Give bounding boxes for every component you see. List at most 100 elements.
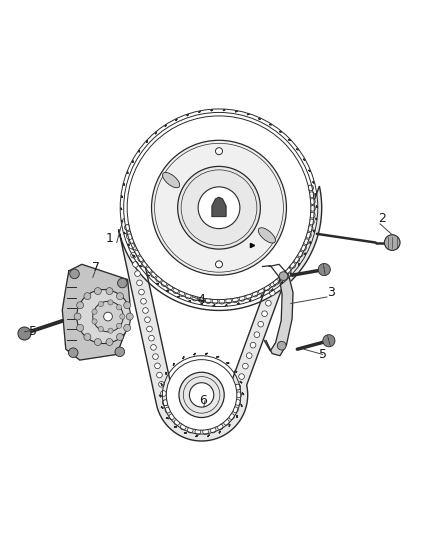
Circle shape [133,262,138,267]
Circle shape [247,353,252,359]
Polygon shape [219,431,220,433]
Text: 7: 7 [92,261,100,274]
Polygon shape [62,264,130,360]
Circle shape [124,302,131,309]
Circle shape [134,250,140,256]
Circle shape [210,427,216,433]
Circle shape [235,400,240,405]
Polygon shape [249,300,251,301]
Circle shape [304,196,310,201]
PathPatch shape [119,186,321,441]
Circle shape [252,291,258,297]
Circle shape [262,311,267,317]
Circle shape [127,231,132,237]
Polygon shape [235,111,237,112]
Circle shape [246,294,251,300]
Circle shape [310,199,315,204]
Circle shape [108,328,113,333]
Circle shape [215,148,223,155]
Circle shape [131,252,136,258]
Polygon shape [315,193,317,196]
Text: 5: 5 [29,325,37,338]
Circle shape [92,319,97,324]
Polygon shape [161,383,162,385]
Text: 2: 2 [378,212,386,225]
Circle shape [104,312,113,321]
Circle shape [174,419,180,425]
Circle shape [310,212,315,218]
Circle shape [236,392,241,398]
Circle shape [138,256,144,262]
Polygon shape [223,110,225,111]
Circle shape [173,288,179,294]
Circle shape [265,301,271,306]
Circle shape [68,348,78,358]
Circle shape [265,285,270,290]
Circle shape [147,326,152,332]
Circle shape [120,314,125,319]
Circle shape [307,185,313,191]
Circle shape [198,187,240,229]
Circle shape [92,309,97,314]
Circle shape [94,288,101,295]
Circle shape [137,280,142,286]
Circle shape [98,302,103,306]
Polygon shape [139,265,141,266]
Polygon shape [121,196,122,198]
Circle shape [141,298,146,304]
Circle shape [281,273,286,278]
Circle shape [131,244,137,250]
Circle shape [233,407,238,413]
PathPatch shape [137,190,304,423]
Circle shape [235,384,240,390]
Polygon shape [194,353,196,355]
Circle shape [166,360,237,430]
Polygon shape [240,381,242,383]
Polygon shape [208,435,209,437]
Circle shape [233,297,238,303]
Polygon shape [282,281,283,284]
Circle shape [93,301,123,332]
Circle shape [162,400,168,406]
Circle shape [289,238,294,243]
Circle shape [117,278,127,288]
Circle shape [179,372,224,417]
Circle shape [129,238,134,244]
Circle shape [106,338,113,345]
Text: 5: 5 [319,348,327,361]
Polygon shape [147,275,150,276]
Circle shape [84,293,91,300]
Circle shape [309,192,314,198]
Circle shape [84,334,91,341]
Ellipse shape [162,173,180,188]
Circle shape [285,248,290,254]
Circle shape [215,261,223,268]
Circle shape [98,326,103,332]
Circle shape [235,384,240,390]
Circle shape [165,407,171,413]
Text: 1: 1 [106,232,114,245]
Circle shape [142,262,148,268]
Circle shape [250,342,256,348]
Circle shape [212,298,218,304]
Polygon shape [242,393,244,395]
Circle shape [179,291,185,296]
Circle shape [167,285,173,290]
Text: 4: 4 [197,294,205,306]
Circle shape [129,243,134,249]
Polygon shape [127,244,129,246]
Circle shape [224,419,229,425]
Circle shape [151,272,156,278]
Circle shape [297,251,303,257]
Circle shape [134,271,140,277]
Circle shape [185,293,191,299]
Circle shape [161,281,167,286]
Circle shape [276,277,281,283]
Circle shape [243,364,248,369]
Polygon shape [176,119,177,120]
Polygon shape [211,110,213,111]
Polygon shape [229,424,230,427]
Polygon shape [297,149,299,150]
Polygon shape [196,435,198,437]
Polygon shape [213,305,215,306]
